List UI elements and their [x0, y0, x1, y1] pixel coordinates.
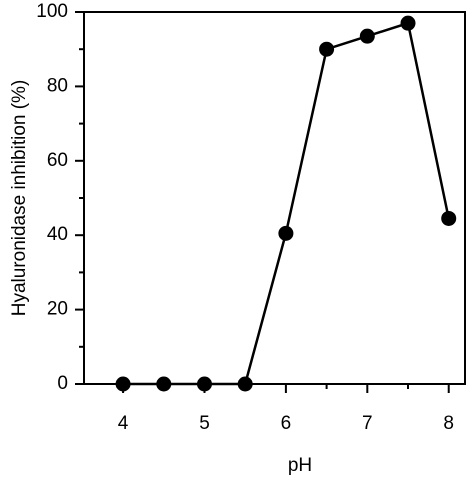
y-tick-label: 60 [47, 150, 68, 171]
data-point [441, 210, 457, 226]
y-tick-label: 20 [47, 299, 68, 320]
x-tick-label: 4 [118, 413, 129, 434]
y-tick-label: 0 [57, 373, 68, 394]
data-line [123, 21, 450, 386]
data-point [359, 28, 375, 44]
x-axis-label: pH [288, 455, 312, 476]
plot-frame [83, 11, 466, 385]
data-point [115, 376, 131, 392]
y-tick-label: 80 [47, 75, 68, 96]
data-point [237, 376, 253, 392]
x-tick-label: 6 [281, 413, 292, 434]
data-point [400, 15, 416, 31]
y-tick-label: 40 [47, 224, 68, 245]
data-point [278, 225, 294, 241]
data-point [196, 376, 212, 392]
x-tick-label: 7 [362, 413, 373, 434]
y-axis-label: Hyaluronidase inhibition (%) [9, 80, 30, 317]
x-tick-label: 5 [199, 413, 210, 434]
y-tick-label: 100 [36, 1, 68, 22]
data-point [319, 41, 335, 57]
data-point [156, 376, 172, 392]
x-tick-label: 8 [443, 413, 454, 434]
